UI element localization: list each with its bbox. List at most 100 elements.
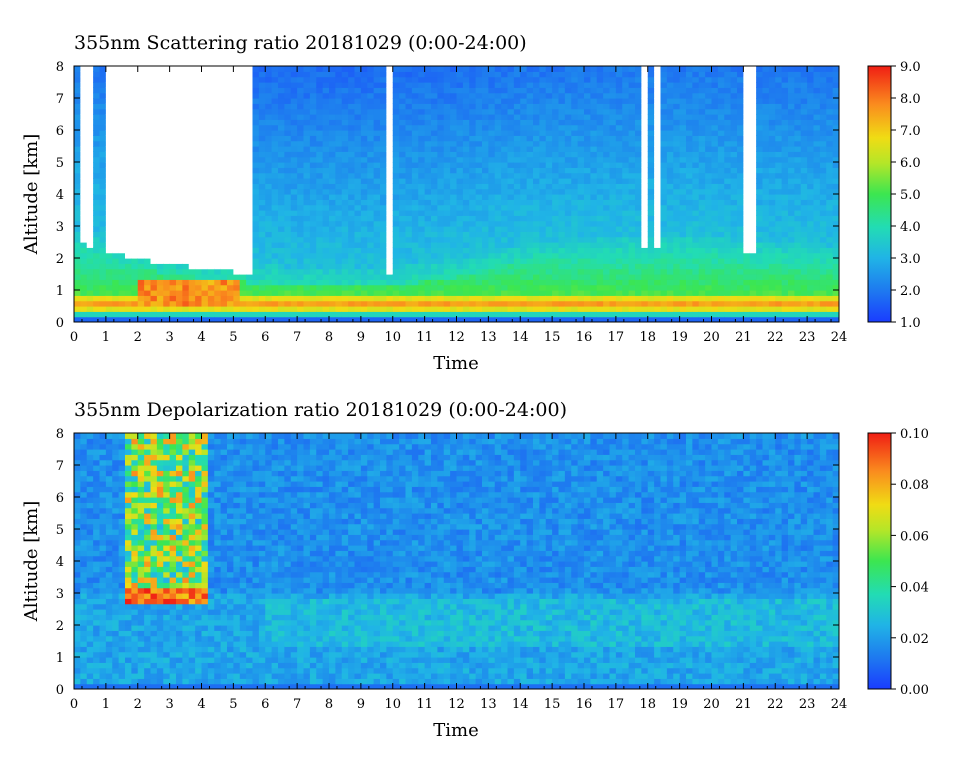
x-tick-label: 15 (544, 330, 561, 345)
y-tick-label: 2 (56, 619, 64, 634)
x-tick-label: 6 (261, 697, 269, 712)
y-tick-label: 3 (56, 587, 64, 602)
colorbar-ticks: 0.00 0.02 0.04 0.06 0.08 0.10 (891, 427, 929, 698)
x-tick-label: 2 (134, 697, 142, 712)
depolarization-heatmap (74, 433, 839, 689)
x-tick-label: 0 (70, 330, 78, 345)
colorbar-tick-label: 3.0 (900, 252, 921, 267)
colorbar-tick-label: 6.0 (900, 156, 921, 171)
x-tick-label: 17 (608, 697, 625, 712)
x-tick-label: 21 (735, 697, 752, 712)
x-tick-label: 19 (671, 697, 688, 712)
x-tick-label: 11 (416, 697, 433, 712)
x-tick-label: 2 (134, 330, 142, 345)
x-tick-label: 3 (165, 697, 173, 712)
x-tick-label: 4 (197, 697, 205, 712)
scattering-heatmap (74, 66, 839, 322)
colorbar-tick-label: 1.0 (900, 316, 921, 331)
x-tick-label: 22 (767, 330, 784, 345)
colorbar-tick-label: 0.02 (900, 632, 929, 647)
x-tick-label: 23 (799, 697, 816, 712)
scattering-ratio-panel: 355nm Scattering ratio 20181029 (0:00-24… (21, 32, 921, 374)
colorbar-ticks: 1.0 2.0 3.0 4.0 5.0 6.0 7.0 8.0 9.0 (891, 60, 921, 331)
x-tick-label: 8 (325, 697, 333, 712)
y-tick-label: 6 (56, 491, 64, 506)
y-tick-label: 0 (56, 683, 64, 698)
x-tick-label: 1 (102, 697, 110, 712)
x-axis-label: Time (433, 353, 478, 374)
x-tick-label: 14 (512, 697, 529, 712)
x-tick-label: 24 (831, 330, 848, 345)
y-tick-label: 8 (56, 427, 64, 442)
x-tick-label: 9 (357, 330, 365, 345)
x-tick-label: 20 (703, 697, 720, 712)
x-tick-label: 7 (293, 697, 301, 712)
colorbar-tick-label: 0.04 (900, 581, 929, 596)
x-tick-label: 5 (229, 330, 237, 345)
y-tick-label: 7 (56, 459, 64, 474)
y-tick-label: 8 (56, 60, 64, 75)
y-tick-label: 5 (56, 156, 64, 171)
chart-title-scattering: 355nm Scattering ratio 20181029 (0:00-24… (74, 32, 527, 54)
y-axis-label: Altitude [km] (21, 501, 42, 623)
colorbar-tick-label: 0.00 (900, 683, 929, 698)
colorbar (867, 432, 892, 690)
y-tick-label: 1 (56, 651, 64, 666)
y-tick-label: 4 (56, 555, 64, 570)
axis-ticks: 0 1 2 3 4 5 6 7 8 9 10 11 12 13 14 15 16 17 18 19 20 21 22 23 24… (56, 427, 848, 712)
y-tick-label: 6 (56, 124, 64, 139)
colorbar-tick-label: 0.10 (900, 427, 929, 442)
y-tick-label: 5 (56, 523, 64, 538)
x-tick-label: 21 (735, 330, 752, 345)
x-tick-label: 18 (639, 330, 656, 345)
x-tick-label: 12 (448, 697, 465, 712)
chart-title-depolarization: 355nm Depolarization ratio 20181029 (0:0… (74, 399, 567, 421)
x-tick-label: 16 (576, 330, 593, 345)
y-axis-label: Altitude [km] (21, 134, 42, 256)
x-tick-label: 11 (416, 330, 433, 345)
colorbar-tick-label: 0.06 (900, 529, 929, 544)
colorbar-tick-label: 2.0 (900, 284, 921, 299)
axis-ticks: 0 1 2 3 4 5 6 7 8 9 10 11 12 13 14 15 16 17 18 19 20 21 22 23 24… (56, 60, 848, 345)
colorbar (867, 65, 892, 323)
x-tick-label: 10 (384, 697, 401, 712)
x-tick-label: 16 (576, 697, 593, 712)
x-tick-label: 14 (512, 330, 529, 345)
colorbar-tick-label: 8.0 (900, 92, 921, 107)
x-tick-label: 19 (671, 330, 688, 345)
colorbar-tick-label: 4.0 (900, 220, 921, 235)
x-axis-label: Time (433, 720, 478, 741)
y-tick-label: 4 (56, 188, 64, 203)
y-tick-label: 1 (56, 284, 64, 299)
colorbar-tick-label: 0.08 (900, 478, 929, 493)
x-tick-label: 15 (544, 697, 561, 712)
x-tick-label: 17 (608, 330, 625, 345)
x-tick-label: 24 (831, 697, 848, 712)
x-tick-label: 13 (480, 330, 497, 345)
depolarization-ratio-panel: 355nm Depolarization ratio 20181029 (0:0… (21, 399, 929, 741)
x-tick-label: 20 (703, 330, 720, 345)
x-tick-label: 0 (70, 697, 78, 712)
colorbar-tick-label: 7.0 (900, 124, 921, 139)
x-tick-label: 6 (261, 330, 269, 345)
x-tick-label: 1 (102, 330, 110, 345)
x-tick-label: 22 (767, 697, 784, 712)
x-tick-label: 4 (197, 330, 205, 345)
x-tick-label: 18 (639, 697, 656, 712)
x-tick-label: 10 (384, 330, 401, 345)
x-tick-label: 7 (293, 330, 301, 345)
x-tick-label: 12 (448, 330, 465, 345)
colorbar-tick-label: 5.0 (900, 188, 921, 203)
x-tick-label: 5 (229, 697, 237, 712)
x-tick-label: 13 (480, 697, 497, 712)
y-tick-label: 3 (56, 220, 64, 235)
x-tick-label: 9 (357, 697, 365, 712)
y-tick-label: 2 (56, 252, 64, 267)
x-tick-label: 8 (325, 330, 333, 345)
y-tick-label: 7 (56, 92, 64, 107)
x-tick-label: 3 (165, 330, 173, 345)
x-tick-label: 23 (799, 330, 816, 345)
colorbar-tick-label: 9.0 (900, 60, 921, 75)
y-tick-label: 0 (56, 316, 64, 331)
